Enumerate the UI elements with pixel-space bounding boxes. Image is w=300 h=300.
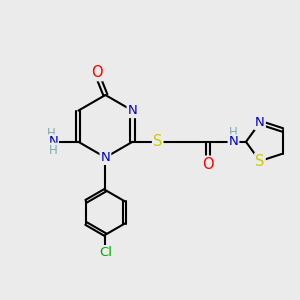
- Text: N: N: [128, 104, 137, 117]
- Text: O: O: [91, 65, 102, 80]
- Text: N: N: [229, 135, 238, 148]
- Text: S: S: [255, 154, 265, 169]
- Text: H: H: [229, 126, 238, 140]
- Text: S: S: [153, 134, 162, 149]
- Text: N: N: [100, 151, 110, 164]
- Text: N: N: [255, 116, 265, 129]
- Text: H: H: [49, 144, 58, 157]
- Text: N: N: [48, 135, 58, 148]
- Text: Cl: Cl: [99, 246, 112, 259]
- Text: O: O: [202, 157, 214, 172]
- Text: H: H: [47, 127, 56, 140]
